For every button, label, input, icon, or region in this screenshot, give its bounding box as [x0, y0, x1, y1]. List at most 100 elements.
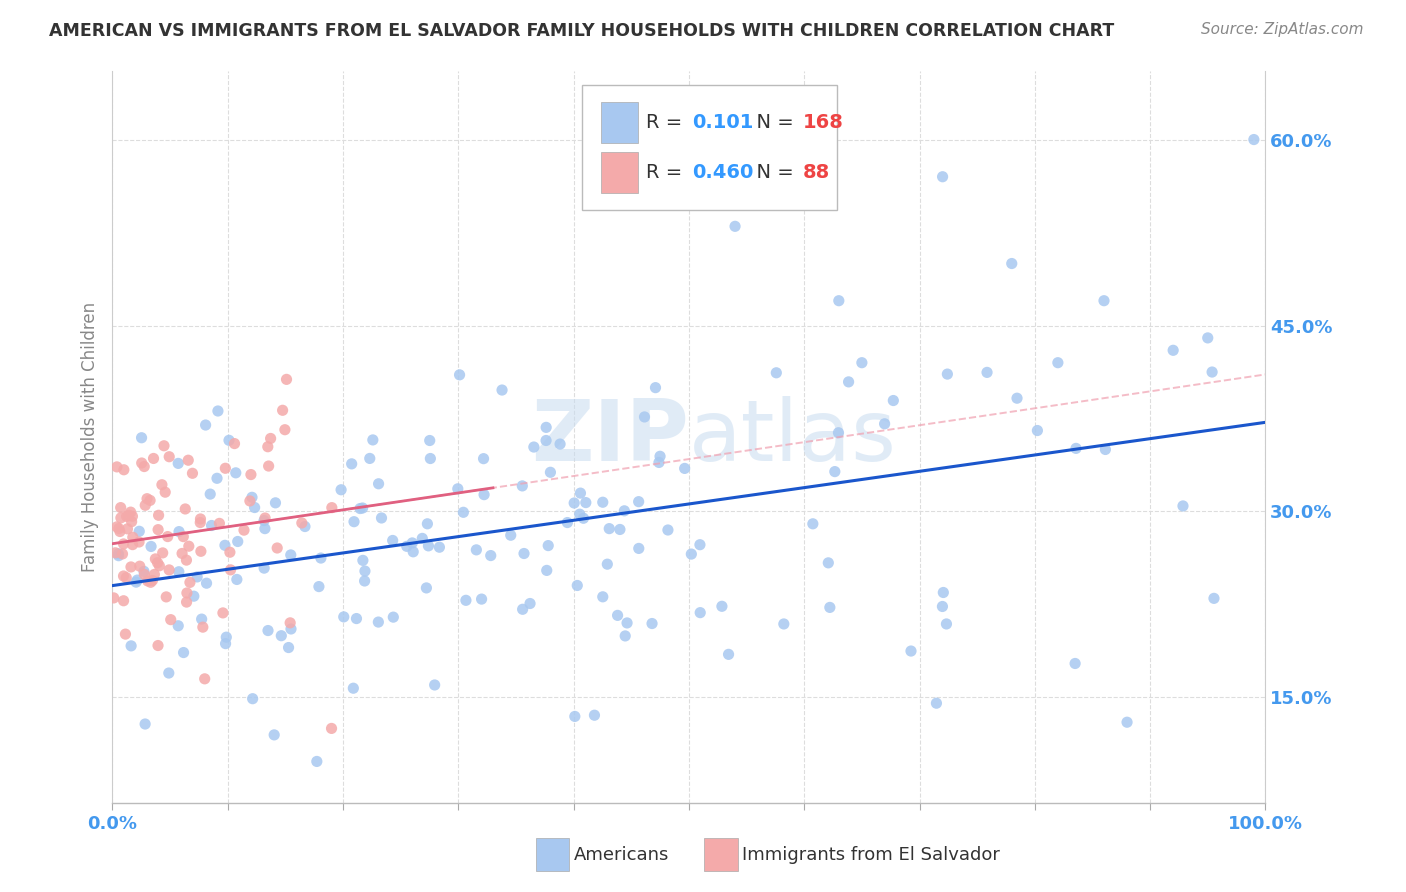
Point — [882, 393, 904, 408]
Point — [538, 465, 561, 479]
FancyBboxPatch shape — [602, 153, 638, 194]
Point — [583, 708, 606, 723]
Point — [548, 437, 571, 451]
Point — [132, 565, 155, 579]
Point — [673, 461, 696, 475]
Point — [381, 533, 404, 548]
Point — [465, 542, 488, 557]
Point — [257, 458, 280, 473]
Point — [127, 573, 149, 587]
Point — [1116, 715, 1139, 730]
Point — [367, 476, 389, 491]
Point — [609, 523, 631, 537]
Point — [156, 530, 179, 544]
Point — [449, 368, 471, 382]
Point — [239, 467, 262, 482]
Point — [253, 561, 276, 575]
Text: 88: 88 — [803, 163, 831, 182]
Point — [724, 219, 747, 234]
Point — [562, 496, 585, 510]
Point — [491, 383, 513, 397]
Point — [557, 516, 579, 530]
Point — [419, 434, 441, 448]
Point — [613, 504, 636, 518]
Point — [817, 556, 839, 570]
Point — [294, 519, 316, 533]
Point — [534, 434, 557, 448]
Point — [415, 581, 437, 595]
Point — [828, 293, 851, 308]
Point — [276, 372, 298, 386]
Point — [240, 491, 263, 505]
Point — [342, 681, 364, 696]
Point — [146, 556, 169, 570]
Point — [454, 593, 477, 607]
Point — [233, 523, 256, 537]
Point — [627, 494, 650, 508]
Point — [321, 500, 343, 515]
Point — [278, 615, 301, 630]
Point — [359, 451, 381, 466]
Point — [416, 516, 439, 531]
Text: 0.460: 0.460 — [692, 163, 754, 182]
Point — [131, 431, 153, 445]
Text: Americans: Americans — [574, 846, 669, 864]
Point — [142, 451, 165, 466]
Point — [153, 485, 176, 500]
Point — [157, 666, 180, 681]
Point — [925, 696, 948, 710]
Y-axis label: Family Households with Children: Family Households with Children — [80, 302, 98, 572]
Point — [112, 463, 135, 477]
Point — [264, 496, 287, 510]
Point — [648, 455, 671, 469]
Point — [173, 646, 195, 660]
Point — [117, 508, 139, 523]
Point — [115, 509, 138, 524]
Point — [402, 545, 425, 559]
Point — [208, 516, 231, 531]
Point — [534, 420, 557, 434]
Point — [146, 639, 169, 653]
Point — [121, 509, 143, 524]
Point — [224, 436, 246, 450]
Point — [644, 381, 666, 395]
Point — [352, 553, 374, 567]
Point — [567, 578, 589, 592]
Point — [225, 573, 247, 587]
Point — [627, 541, 650, 556]
Text: ZIP: ZIP — [531, 395, 689, 479]
Point — [226, 534, 249, 549]
Text: Source: ZipAtlas.com: Source: ZipAtlas.com — [1201, 22, 1364, 37]
Text: N =: N = — [744, 113, 800, 132]
Text: 0.101: 0.101 — [692, 113, 754, 132]
Point — [146, 523, 169, 537]
Point — [689, 606, 711, 620]
Point — [575, 495, 598, 509]
Point — [214, 538, 236, 552]
Point — [172, 530, 194, 544]
Point — [873, 417, 896, 431]
Point — [194, 417, 217, 432]
Point — [150, 477, 173, 491]
Point — [167, 524, 190, 539]
Point — [614, 629, 637, 643]
Point — [681, 547, 703, 561]
FancyBboxPatch shape — [602, 103, 638, 144]
Point — [155, 590, 177, 604]
Point — [176, 586, 198, 600]
Point — [499, 528, 522, 542]
Point — [824, 465, 846, 479]
Point — [353, 574, 375, 588]
Point — [657, 523, 679, 537]
Point — [423, 678, 446, 692]
Point — [510, 479, 533, 493]
Point — [472, 488, 495, 502]
Point — [176, 595, 198, 609]
Point — [112, 593, 135, 607]
Point — [263, 728, 285, 742]
Point — [143, 567, 166, 582]
Point — [117, 522, 139, 536]
Point — [818, 600, 841, 615]
Point — [633, 409, 655, 424]
Point — [1161, 343, 1184, 358]
